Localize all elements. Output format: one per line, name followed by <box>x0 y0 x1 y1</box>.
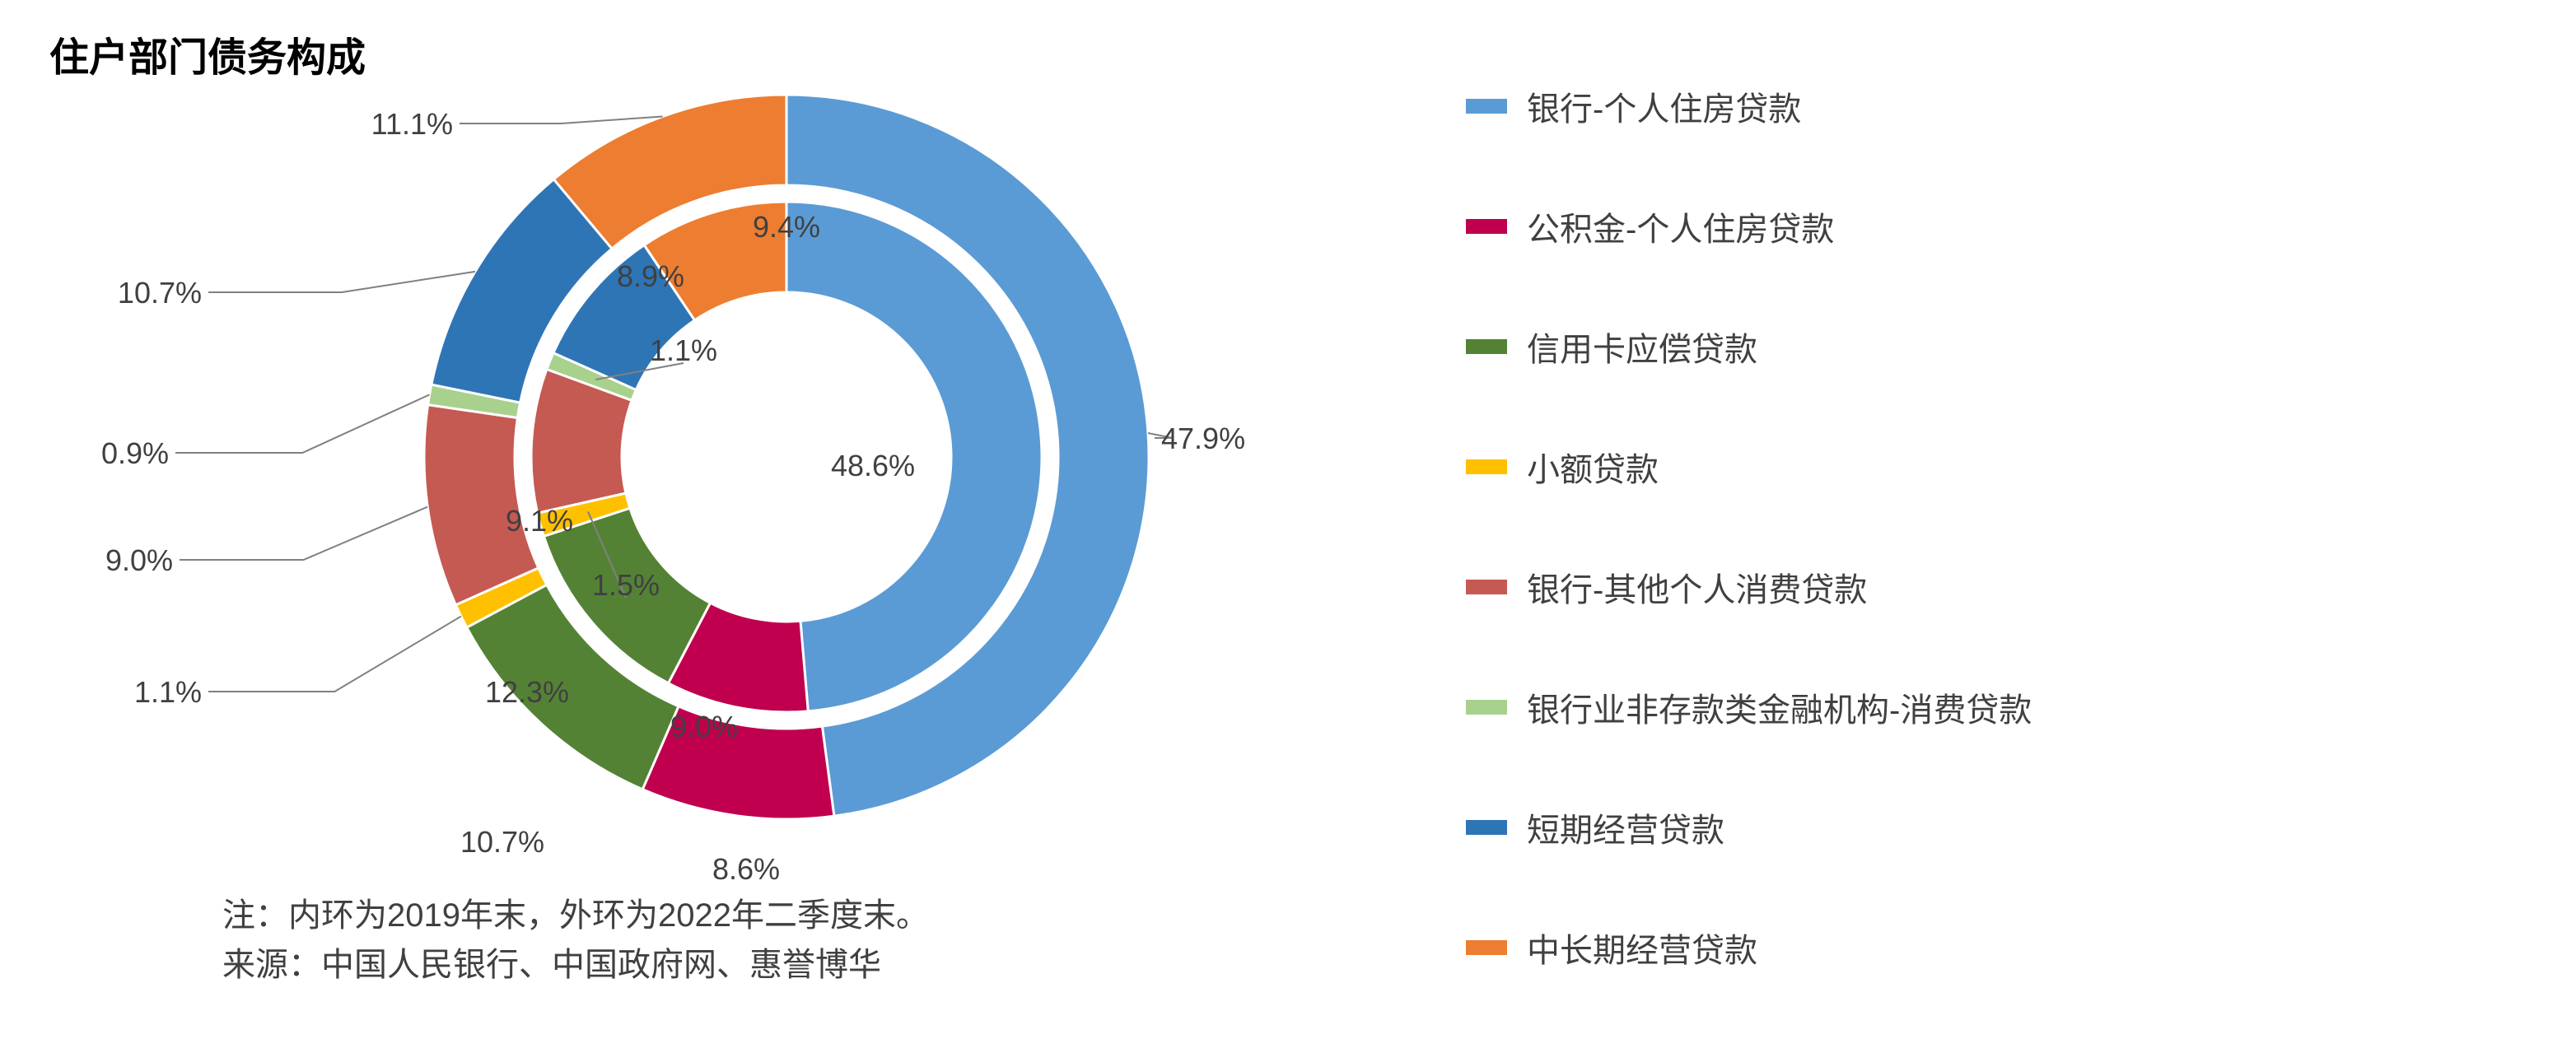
outer-label-4: 9.0% <box>105 543 173 578</box>
legend-swatch-2 <box>1466 339 1507 354</box>
legend-swatch-1 <box>1466 219 1507 234</box>
outer-label-6: 10.7% <box>118 276 202 310</box>
legend-label-0: 银行-个人住房贷款 <box>1527 82 1801 130</box>
outer-label-1: 8.6% <box>712 852 780 887</box>
inner-label-6: 8.9% <box>617 259 684 294</box>
legend-label-3: 小额贷款 <box>1527 443 1659 491</box>
legend-swatch-5 <box>1466 700 1507 715</box>
inner-label-0: 48.6% <box>831 449 915 483</box>
inner-label-4: 9.1% <box>506 504 573 538</box>
legend-item-4: 银行-其他个人消费贷款 <box>1466 563 2032 611</box>
legend-item-7: 中长期经营贷款 <box>1466 924 2032 971</box>
donut-chart <box>395 66 1178 848</box>
legend-swatch-4 <box>1466 580 1507 594</box>
legend-item-6: 短期经营贷款 <box>1466 804 2032 851</box>
inner-label-3: 1.5% <box>592 568 660 603</box>
outer-label-0: 47.9% <box>1161 422 1245 456</box>
legend-label-7: 中长期经营贷款 <box>1527 924 1757 971</box>
legend-item-1: 公积金-个人住房贷款 <box>1466 203 2032 250</box>
legend-swatch-7 <box>1466 940 1507 955</box>
legend-swatch-6 <box>1466 820 1507 835</box>
legend-item-0: 银行-个人住房贷款 <box>1466 82 2032 130</box>
legend-item-3: 小额贷款 <box>1466 443 2032 491</box>
outer-label-7: 11.1% <box>371 107 453 142</box>
outer-label-2: 10.7% <box>460 825 544 860</box>
footnote: 注：内环为2019年末，外环为2022年二季度末。 来源：中国人民银行、中国政府… <box>222 891 929 990</box>
legend-label-1: 公积金-个人住房贷款 <box>1527 203 1834 250</box>
inner-label-7: 9.4% <box>753 210 820 245</box>
legend-label-4: 银行-其他个人消费贷款 <box>1527 563 1867 611</box>
legend-swatch-0 <box>1466 99 1507 114</box>
inner-label-5: 1.1% <box>650 333 717 368</box>
outer-leader-5 <box>175 394 430 453</box>
legend-label-6: 短期经营贷款 <box>1527 804 1724 851</box>
inner-label-1: 9.0% <box>670 710 738 744</box>
legend: 银行-个人住房贷款公积金-个人住房贷款信用卡应偿贷款小额贷款银行-其他个人消费贷… <box>1466 82 2032 971</box>
footnote-line1: 注：内环为2019年末，外环为2022年二季度末。 <box>222 891 929 940</box>
legend-swatch-3 <box>1466 459 1507 474</box>
legend-item-5: 银行业非存款类金融机构-消费贷款 <box>1466 683 2032 731</box>
chart-area: 47.9% 8.6% 10.7% 1.1% 9.0% 0.9% 10.7% 11.1% 48.6… <box>49 66 1334 889</box>
legend-item-2: 信用卡应偿贷款 <box>1466 323 2032 370</box>
chart-container: 住户部门债务构成 47.9%8.6%10.7%1.1%9.0%0.9%10.7%… <box>0 0 2576 1039</box>
legend-label-5: 银行业非存款类金融机构-消费贷款 <box>1527 683 2032 731</box>
footnote-line2: 来源：中国人民银行、中国政府网、惠誉博华 <box>222 940 929 990</box>
legend-label-2: 信用卡应偿贷款 <box>1527 323 1757 370</box>
outer-label-5: 0.9% <box>101 436 169 471</box>
outer-leader-4 <box>180 507 427 560</box>
inner-label-2: 12.3% <box>485 675 569 710</box>
outer-label-3: 1.1% <box>134 675 202 710</box>
